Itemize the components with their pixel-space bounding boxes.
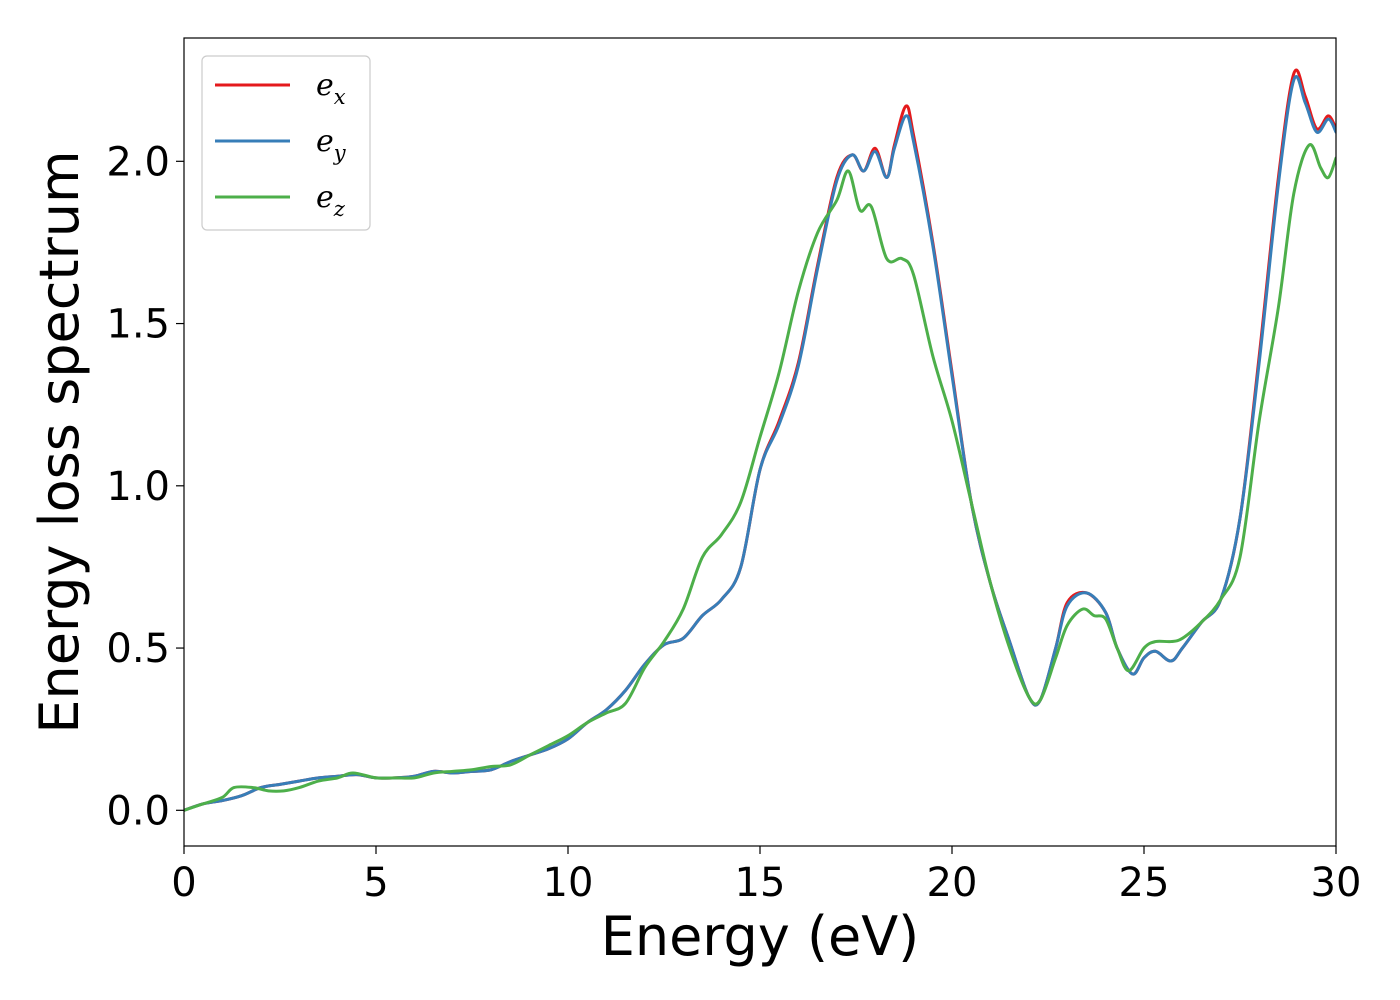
x-tick-label-3: 15: [735, 860, 786, 906]
legend-label-subscript: z: [333, 197, 346, 221]
legend-label-base: e: [316, 124, 334, 159]
legend-box: [201, 55, 371, 231]
legend-label-subscript: x: [334, 85, 346, 109]
legend-label-x: ex: [316, 68, 346, 109]
legend-label-base: e: [316, 180, 334, 215]
legend-label-base: e: [316, 68, 334, 103]
series-line-z: [184, 143, 1336, 812]
x-tick-label-0: 0: [171, 860, 196, 906]
y-axis: 0.0 0.5 1.0 1.5 2.0: [106, 139, 184, 834]
x-tick-label-6: 30: [1311, 860, 1362, 906]
y-tick-label-3: 1.5: [106, 302, 170, 348]
legend-label-subscript: y: [333, 141, 347, 165]
series-line-y: [184, 75, 1336, 812]
y-tick-label-1: 0.5: [106, 626, 170, 672]
x-axis-title: Energy (eV): [601, 905, 920, 968]
x-tick-label-4: 20: [927, 860, 978, 906]
y-tick-label-4: 2.0: [106, 139, 170, 185]
series-layer: [184, 68, 1336, 812]
x-tick-label-1: 5: [363, 860, 388, 906]
legend-label-z: ez: [316, 180, 346, 221]
x-tick-label-2: 10: [543, 860, 594, 906]
y-tick-label-2: 1.0: [106, 464, 170, 510]
y-axis-title: Energy loss spectrum: [28, 150, 91, 733]
y-tick-label-0: 0.0: [106, 788, 170, 834]
x-axis: 0 5 10 15 20 25 30: [171, 846, 1361, 906]
legend-label-y: ey: [316, 124, 347, 165]
x-tick-label-5: 25: [1119, 860, 1170, 906]
